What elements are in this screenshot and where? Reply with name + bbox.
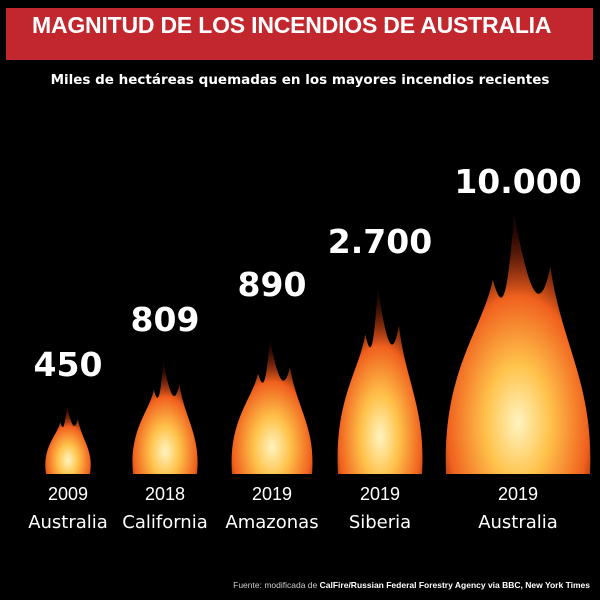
place-label: Australia bbox=[28, 512, 108, 533]
value-label: 10.000 bbox=[454, 162, 582, 201]
year-label: 2018 bbox=[144, 484, 186, 504]
place-label: Amazonas bbox=[225, 512, 319, 533]
flame-mark bbox=[231, 340, 313, 474]
value-label: 809 bbox=[130, 300, 200, 339]
year-label: 2019 bbox=[359, 484, 401, 504]
year-label: 2019 bbox=[251, 484, 293, 504]
value-label: 890 bbox=[237, 265, 307, 304]
value-label: 2.700 bbox=[327, 222, 433, 261]
place-label: Siberia bbox=[348, 512, 412, 533]
source-prefix: Fuente: modificada de bbox=[233, 580, 318, 590]
title-bar bbox=[6, 8, 593, 60]
flame-mark bbox=[45, 405, 91, 474]
flame-mark bbox=[132, 362, 198, 474]
source-note: Fuente: modificada de CalFire/Russian Fe… bbox=[233, 580, 590, 590]
chart-subtitle: Miles de hectáreas quemadas en los mayor… bbox=[50, 72, 550, 88]
source-text: CalFire/Russian Federal Forestry Agency … bbox=[319, 580, 590, 590]
place-label: Australia bbox=[478, 512, 558, 533]
place-label: California bbox=[122, 512, 208, 533]
flame-mark bbox=[445, 215, 591, 474]
year-label: 2009 bbox=[47, 484, 89, 504]
flame-mark bbox=[337, 288, 423, 474]
chart-title: MAGNITUD DE LOS INCENDIOS DE AUSTRALIA bbox=[32, 12, 552, 38]
value-label: 450 bbox=[33, 345, 103, 384]
year-label: 2019 bbox=[497, 484, 539, 504]
